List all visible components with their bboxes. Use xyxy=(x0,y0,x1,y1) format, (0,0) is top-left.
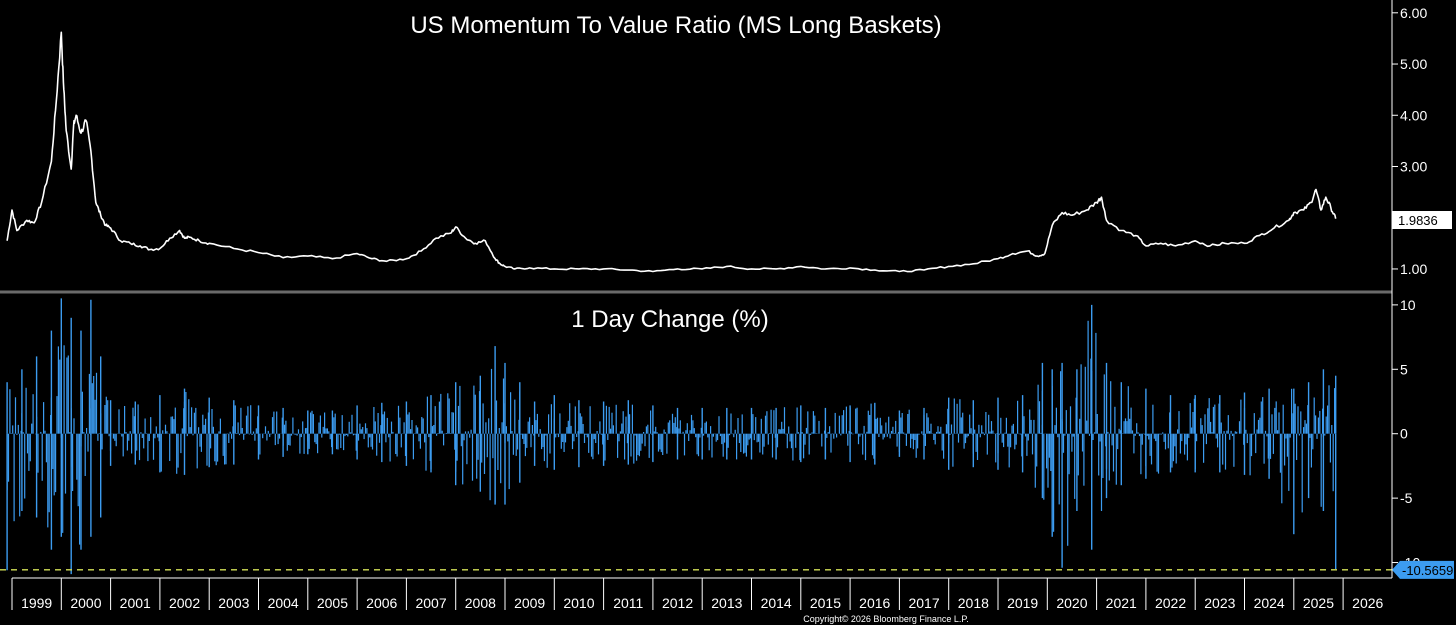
x-axis-label-2000: 2000 xyxy=(70,595,101,611)
last-value-tag-bg xyxy=(1392,211,1452,229)
min-value-tag-bg xyxy=(1392,560,1454,579)
x-axis-label-2012: 2012 xyxy=(662,595,693,611)
x-axis-label-2016: 2016 xyxy=(859,595,890,611)
x-axis: 1999 2000 2001 2002 2003 2004 2005 2006 2007 2008… xyxy=(11,578,1384,611)
change-y-tick-label: 0 xyxy=(1400,426,1408,442)
change-series-bars xyxy=(6,298,1337,575)
last-value-tag: 1.9836 xyxy=(1392,211,1452,229)
x-axis-label-2004: 2004 xyxy=(268,595,299,611)
x-axis-label-2023: 2023 xyxy=(1204,595,1235,611)
x-axis-label-1999: 1999 xyxy=(21,595,52,611)
x-axis-label-2020: 2020 xyxy=(1056,595,1087,611)
ratio-y-tick-label: 5.00 xyxy=(1400,56,1427,72)
change-y-tick-label: 5 xyxy=(1400,361,1408,377)
x-axis-label-2003: 2003 xyxy=(218,595,249,611)
x-axis-label-2013: 2013 xyxy=(711,595,742,611)
x-axis-label-2008: 2008 xyxy=(465,595,496,611)
ratio-y-tick-label: 3.00 xyxy=(1400,158,1427,174)
x-axis-label-2009: 2009 xyxy=(514,595,545,611)
change-y-tick-label: -5 xyxy=(1400,490,1413,506)
ratio-y-tick-label: 6.00 xyxy=(1400,5,1427,21)
x-axis-label-2015: 2015 xyxy=(810,595,841,611)
x-axis-label-2017: 2017 xyxy=(908,595,939,611)
copyright-text: Copyright© 2026 Bloomberg Finance L.P. xyxy=(803,614,969,624)
ratio-panel: US Momentum To Value Ratio (MS Long Bask… xyxy=(6,5,1452,277)
x-axis-label-2005: 2005 xyxy=(317,595,348,611)
x-axis-label-2021: 2021 xyxy=(1106,595,1137,611)
x-axis-label-2001: 2001 xyxy=(120,595,151,611)
ratio-y-tick-label: 4.00 xyxy=(1400,107,1427,123)
min-value-label: -10.5659 xyxy=(1402,563,1453,578)
x-axis-label-2010: 2010 xyxy=(563,595,594,611)
x-axis-label-2006: 2006 xyxy=(366,595,397,611)
x-axis-label-2002: 2002 xyxy=(169,595,200,611)
x-axis-label-2014: 2014 xyxy=(761,595,792,611)
x-axis-label-2018: 2018 xyxy=(958,595,989,611)
min-value-tag: -10.5659 xyxy=(1392,560,1454,579)
change-chart-title: 1 Day Change (%) xyxy=(571,306,768,333)
ratio-y-tick-label: 1.00 xyxy=(1400,261,1427,277)
x-axis-label-2025: 2025 xyxy=(1303,595,1334,611)
change-y-tick-label: 10 xyxy=(1400,297,1416,313)
x-axis-label-2022: 2022 xyxy=(1155,595,1186,611)
ratio-series-line xyxy=(6,31,1337,273)
last-value-label: 1.9836 xyxy=(1398,213,1438,228)
x-axis-label-2007: 2007 xyxy=(415,595,446,611)
x-axis-label-2026: 2026 xyxy=(1352,595,1383,611)
x-axis-label-2011: 2011 xyxy=(613,595,643,611)
x-axis-label-2024: 2024 xyxy=(1254,595,1285,611)
x-axis-label-2019: 2019 xyxy=(1007,595,1038,611)
ratio-chart-title: US Momentum To Value Ratio (MS Long Bask… xyxy=(410,12,941,39)
